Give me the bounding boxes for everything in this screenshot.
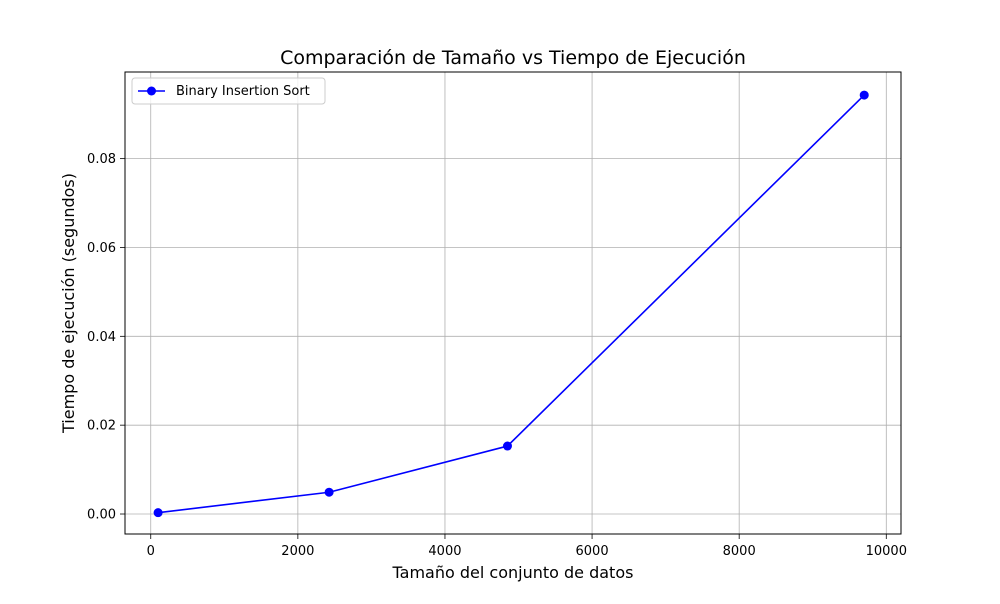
legend-box (131, 77, 326, 105)
y-axis-label: Tiempo de ejecución (segundos) (59, 173, 78, 434)
data-point (859, 90, 869, 100)
plot-frame (124, 71, 902, 535)
chart-title: Comparación de Tamaño vs Tiempo de Ejecu… (280, 47, 746, 69)
y-tick-label: 0.00 (87, 508, 116, 523)
data-point (153, 508, 163, 518)
x-tick-label: 10000 (866, 544, 907, 559)
axis-ticks: 0 2000 4000 6000 8000 10000 0.00 0.02 0.04 0.06 0.… (87, 152, 907, 559)
x-tick-label: 4000 (428, 544, 461, 559)
series-line (158, 94, 865, 514)
x-tick-label: 8000 (723, 544, 756, 559)
grid (125, 72, 901, 534)
x-tick-label: 0 (147, 544, 155, 559)
y-tick-label: 0.04 (87, 330, 116, 345)
plot-data (153, 90, 869, 518)
data-point (324, 487, 334, 497)
y-tick-label: 0.06 (87, 241, 116, 256)
x-axis-label: Tamaño del conjunto de datos (392, 563, 634, 582)
y-tick-label: 0.08 (87, 152, 116, 167)
legend-marker (147, 86, 156, 96)
data-point (502, 441, 512, 451)
x-tick-label: 6000 (576, 544, 609, 559)
legend: Binary Insertion Sort (131, 77, 326, 105)
legend-label: Binary Insertion Sort (176, 84, 310, 99)
x-tick-label: 2000 (281, 544, 314, 559)
y-tick-label: 0.02 (87, 419, 116, 434)
